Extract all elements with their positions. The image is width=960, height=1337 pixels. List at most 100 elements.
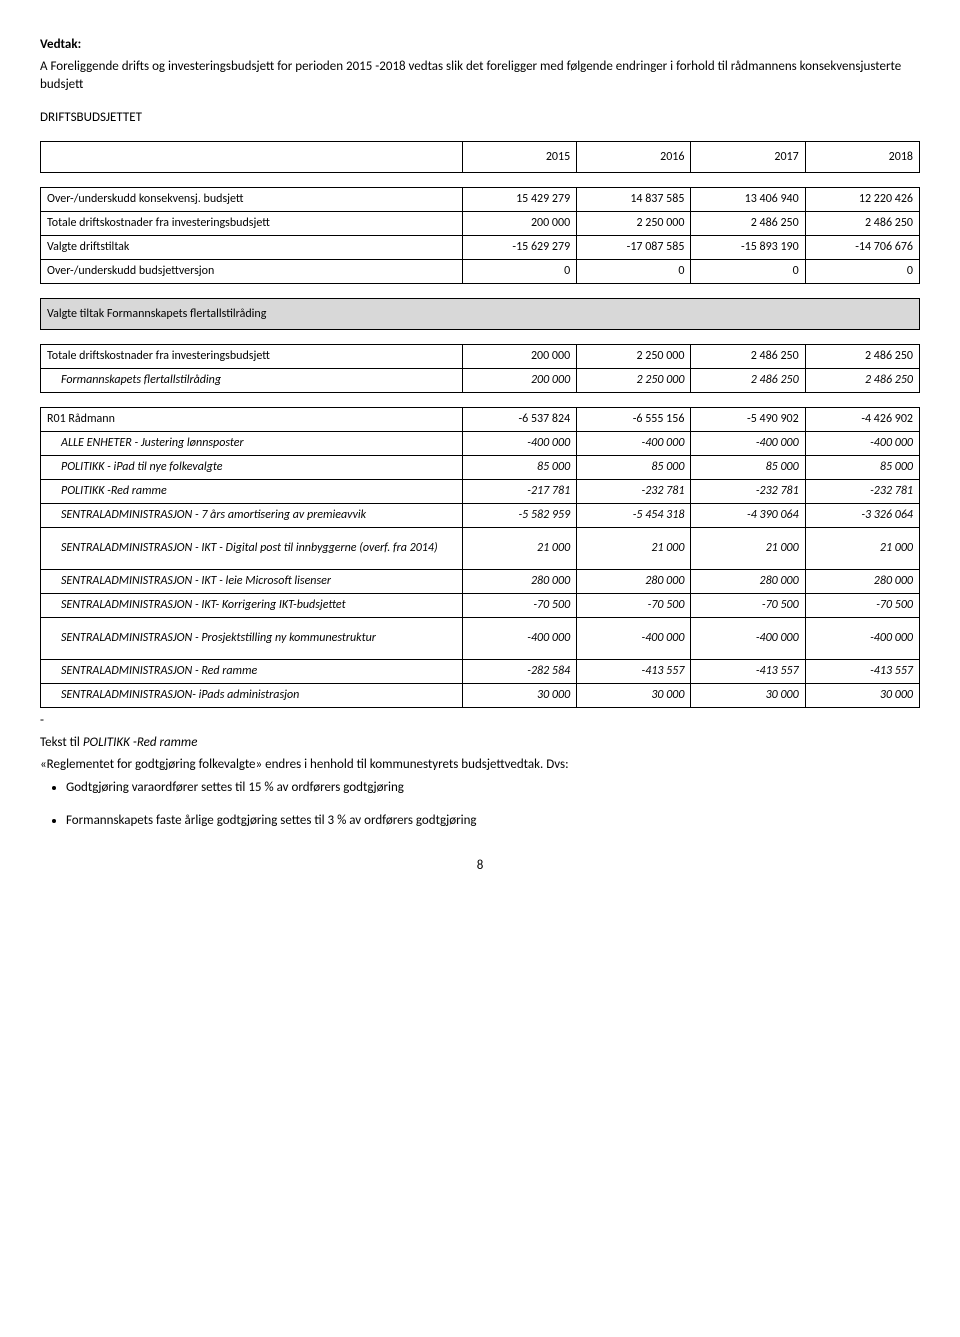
cell: 30 000 — [462, 683, 576, 707]
cell: -400 000 — [577, 617, 691, 659]
table-row: SENTRALADMINISTRASJON - IKT- Korrigering… — [41, 593, 920, 617]
row-label: Totale driftskostnader fra investeringsb… — [41, 344, 463, 368]
cell: -6 537 824 — [462, 407, 576, 431]
cell: -400 000 — [805, 617, 919, 659]
cell: -413 557 — [805, 659, 919, 683]
cell: 280 000 — [462, 569, 576, 593]
cell: 280 000 — [577, 569, 691, 593]
cell: -6 555 156 — [577, 407, 691, 431]
table-row: R01 Rådmann -6 537 824 -6 555 156 -5 490… — [41, 407, 920, 431]
section-title-table: Valgte tiltak Formannskapets flertallsti… — [40, 298, 920, 330]
row-label: SENTRALADMINISTRASJON - IKT - leie Micro… — [41, 569, 463, 593]
year-2015: 2015 — [462, 141, 576, 172]
cell: 21 000 — [805, 527, 919, 569]
tekst-til: Tekst til POLITIKK -Red ramme — [40, 734, 920, 752]
years-table: 2015 2016 2017 2018 — [40, 141, 920, 173]
section-title: Valgte tiltak Formannskapets flertallsti… — [41, 298, 920, 329]
cell: 30 000 — [577, 683, 691, 707]
cell: 2 486 250 — [805, 211, 919, 235]
table-row: POLITIKK -Red ramme -217 781 -232 781 -2… — [41, 479, 920, 503]
cell: -5 454 318 — [577, 503, 691, 527]
cell: -400 000 — [805, 431, 919, 455]
year-2018: 2018 — [805, 141, 919, 172]
row-label: Over-/underskudd budsjettversjon — [41, 259, 463, 283]
totals-table: Totale driftskostnader fra investeringsb… — [40, 344, 920, 393]
row-label: POLITIKK -Red ramme — [41, 479, 463, 503]
row-label: SENTRALADMINISTRASJON - 7 års amortiseri… — [41, 503, 463, 527]
table-row: SENTRALADMINISTRASJON - Red ramme -282 5… — [41, 659, 920, 683]
cell: -70 500 — [805, 593, 919, 617]
cell: -70 500 — [462, 593, 576, 617]
table-row: Over-/underskudd budsjettversjon 0 0 0 0 — [41, 259, 920, 283]
table-row: Totale driftskostnader fra investeringsb… — [41, 344, 920, 368]
row-label: SENTRALADMINISTRASJON - IKT - Digital po… — [41, 527, 463, 569]
list-item: Godtgjøring varaordfører settes til 15 %… — [66, 780, 920, 795]
cell: -232 781 — [577, 479, 691, 503]
reglement-text: «Reglementet for godtgjøring folkevalgte… — [40, 756, 920, 774]
row-label: SENTRALADMINISTRASJON- iPads administras… — [41, 683, 463, 707]
cell: 13 406 940 — [691, 187, 805, 211]
cell: -17 087 585 — [577, 235, 691, 259]
cell: 85 000 — [462, 455, 576, 479]
row-label: POLITIKK - iPad til nye folkevalgte — [41, 455, 463, 479]
table-row: Formannskapets flertallstilråding 200 00… — [41, 368, 920, 392]
cell: 2 486 250 — [691, 368, 805, 392]
row-label: SENTRALADMINISTRASJON - Prosjektstilling… — [41, 617, 463, 659]
list-item: Formannskapets faste årlige godtgjøring … — [66, 813, 920, 828]
cell: 21 000 — [691, 527, 805, 569]
row-label: Formannskapets flertallstilråding — [41, 368, 463, 392]
cell: -232 781 — [691, 479, 805, 503]
cell: 21 000 — [462, 527, 576, 569]
cell: -4 426 902 — [805, 407, 919, 431]
row-label: SENTRALADMINISTRASJON - IKT- Korrigering… — [41, 593, 463, 617]
cell: 2 250 000 — [577, 344, 691, 368]
table-row: ALLE ENHETER - Justering lønnsposter -40… — [41, 431, 920, 455]
cell: -232 781 — [805, 479, 919, 503]
cell: 15 429 279 — [462, 187, 576, 211]
page-number: 8 — [40, 858, 920, 873]
cell: -5 490 902 — [691, 407, 805, 431]
table-row: SENTRALADMINISTRASJON - IKT - Digital po… — [41, 527, 920, 569]
cell: 2 486 250 — [805, 368, 919, 392]
intro-text: A Foreliggende drifts og investeringsbud… — [40, 58, 920, 94]
cell: 2 486 250 — [691, 344, 805, 368]
cell: 280 000 — [805, 569, 919, 593]
cell: -400 000 — [577, 431, 691, 455]
table-row: SENTRALADMINISTRASJON- iPads administras… — [41, 683, 920, 707]
table-row: SENTRALADMINISTRASJON - Prosjektstilling… — [41, 617, 920, 659]
table-row: Totale driftskostnader fra investeringsb… — [41, 211, 920, 235]
cell: 0 — [691, 259, 805, 283]
row-label: ALLE ENHETER - Justering lønnsposter — [41, 431, 463, 455]
cell: 2 250 000 — [577, 368, 691, 392]
cell: 12 220 426 — [805, 187, 919, 211]
cell: -413 557 — [577, 659, 691, 683]
table-row: POLITIKK - iPad til nye folkevalgte 85 0… — [41, 455, 920, 479]
table-row: Over-/underskudd konsekvensj. budsjett 1… — [41, 187, 920, 211]
vedtak-heading: Vedtak: — [40, 36, 920, 54]
cell: 200 000 — [462, 211, 576, 235]
cell: -15 629 279 — [462, 235, 576, 259]
cell: -14 706 676 — [805, 235, 919, 259]
cell: -70 500 — [691, 593, 805, 617]
cell: 2 486 250 — [805, 344, 919, 368]
table-row: SENTRALADMINISTRASJON - 7 års amortiseri… — [41, 503, 920, 527]
cell: -400 000 — [462, 617, 576, 659]
row-label: SENTRALADMINISTRASJON - Red ramme — [41, 659, 463, 683]
cell: -4 390 064 — [691, 503, 805, 527]
cell: -413 557 — [691, 659, 805, 683]
cell: -15 893 190 — [691, 235, 805, 259]
cell: 85 000 — [691, 455, 805, 479]
cell: 200 000 — [462, 368, 576, 392]
summary-table: Over-/underskudd konsekvensj. budsjett 1… — [40, 187, 920, 284]
year-2016: 2016 — [577, 141, 691, 172]
cell: 30 000 — [691, 683, 805, 707]
bullet-list: Godtgjøring varaordfører settes til 15 %… — [66, 780, 920, 828]
cell: 280 000 — [691, 569, 805, 593]
cell: -70 500 — [577, 593, 691, 617]
cell: 0 — [577, 259, 691, 283]
cell: -5 582 959 — [462, 503, 576, 527]
cell: 30 000 — [805, 683, 919, 707]
dash: - — [40, 712, 920, 730]
cell: -282 584 — [462, 659, 576, 683]
cell: 200 000 — [462, 344, 576, 368]
